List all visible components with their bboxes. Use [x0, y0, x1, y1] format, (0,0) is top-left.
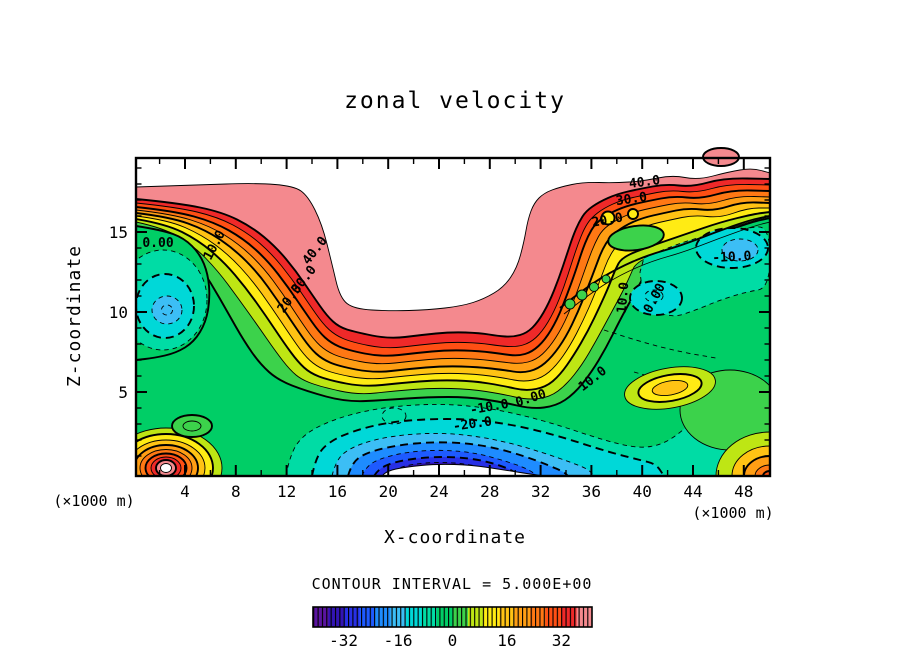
chart-title: zonal velocity	[344, 88, 566, 114]
x-tick-label: 24	[429, 482, 448, 501]
hotspot-upper-loop	[171, 414, 213, 438]
colorbar-stripes	[313, 607, 592, 627]
colorbar-border	[312, 606, 593, 628]
right-lobe-b	[629, 280, 683, 316]
x-tick-label: 36	[582, 482, 601, 501]
x-tick-label: 44	[683, 482, 702, 501]
x-tick-label: 16	[328, 482, 347, 501]
contour-interval-caption: CONTOUR INTERVAL = 5.000E+00	[312, 575, 593, 593]
front-bead-1	[576, 289, 588, 301]
band-level-9	[136, 158, 770, 312]
contour-label: 10.0	[615, 281, 633, 314]
contour-label: 40.0	[628, 173, 661, 192]
contour-label: 0.00	[142, 236, 173, 251]
right-lobe-a-core	[721, 238, 759, 262]
x-tick-label: 20	[379, 482, 398, 501]
colorbar-tick-label: -16	[384, 631, 413, 650]
z-tick-label: 5	[118, 383, 128, 402]
x-tick-label: 4	[180, 482, 190, 501]
warm-blob-right-2	[651, 379, 689, 397]
x-tick-label: 32	[531, 482, 550, 501]
colorbar-tick-label: 0	[448, 631, 458, 650]
colorbar-tick-label: 16	[497, 631, 516, 650]
contour-field	[136, 158, 770, 476]
trough-band-8	[381, 463, 545, 476]
front-bead-2	[589, 282, 599, 292]
colorbar: -32 -16 0 16 32	[312, 606, 593, 650]
plot-border	[134, 156, 772, 478]
x-tick-label: 12	[277, 482, 296, 501]
front-bead-0	[564, 298, 576, 310]
island-ring-2	[627, 208, 639, 220]
left-low-core-ring	[161, 304, 173, 316]
contour-label: -10.0	[712, 249, 752, 266]
contour-label: 30.0	[615, 190, 648, 209]
corner-warm-spot-4	[762, 470, 770, 476]
z-tick-label: 15	[109, 223, 128, 242]
green-island-topright	[607, 224, 665, 252]
contour-label: -10.0	[469, 397, 510, 419]
contour-label: 20.0	[591, 210, 625, 230]
trough-inner-ring	[381, 407, 407, 425]
x-tick-label: 8	[231, 482, 241, 501]
contour-label: -20.0	[452, 414, 493, 434]
x-unit-left: (×1000 m)	[53, 492, 134, 510]
left-low-ring-2	[151, 295, 183, 325]
hotspot-upper-loop-inner	[182, 420, 202, 432]
x-axis-label: X-coordinate	[384, 527, 526, 548]
z-axis-label: Z-coordinate	[64, 245, 85, 387]
colorbar-tick-label: -32	[329, 631, 358, 650]
colorbar-tick-label: 32	[552, 631, 571, 650]
x-tick-label: 28	[480, 482, 499, 501]
front-bead-3	[601, 274, 611, 284]
colorbar-labels: -32 -16 0 16 32	[329, 631, 571, 650]
right-lobe-b-ring	[644, 289, 664, 303]
dash-squiggle-1	[603, 329, 717, 359]
hotspot-ring-8	[160, 463, 172, 473]
x-tick-label: 48	[734, 482, 753, 501]
x-unit-right: (×1000 m)	[692, 504, 773, 522]
x-tick-label: 40	[633, 482, 652, 501]
z-tick-label: 10	[109, 303, 128, 322]
island-ring-1	[600, 210, 616, 226]
